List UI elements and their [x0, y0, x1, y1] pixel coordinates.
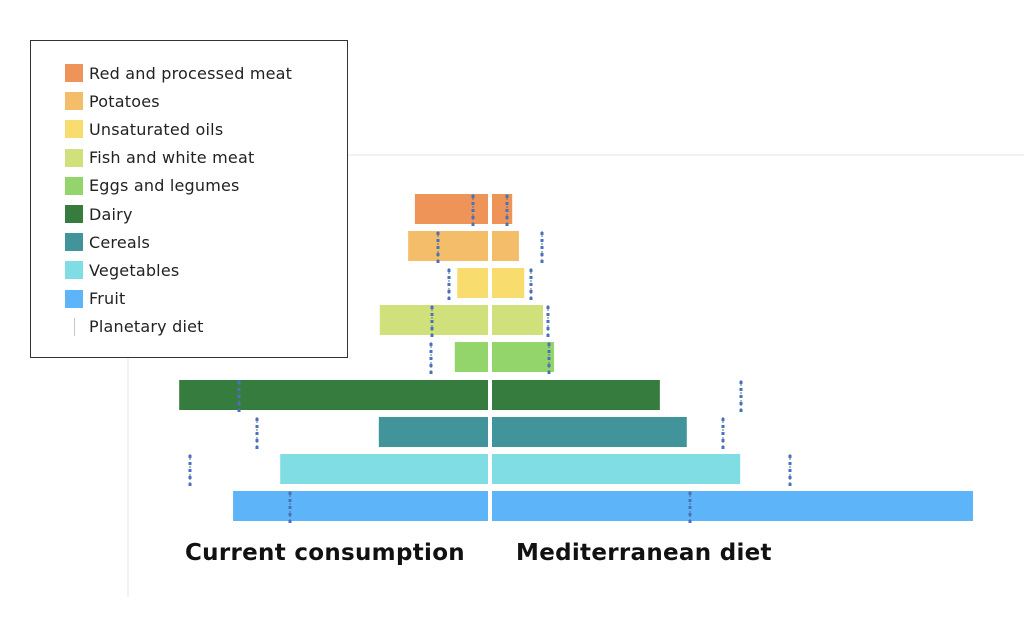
legend-item-eggs-and-legumes: Eggs and legumes: [65, 175, 240, 197]
bar-mediterranean-unsaturated-oils: [492, 268, 525, 298]
bar-current-vegetables: [280, 454, 488, 484]
legend-swatch: [65, 92, 83, 111]
legend-label: Potatoes: [89, 91, 160, 111]
legend-label: Vegetables: [89, 260, 180, 280]
legend-item-fruit: Fruit: [65, 288, 125, 310]
bar-mediterranean-cereals: [492, 417, 687, 447]
planetary-marker-current-cereals: [255, 417, 259, 449]
legend-swatch: [65, 233, 83, 252]
planetary-marker-mediterranean-potatoes: [540, 231, 544, 263]
axis-label-mediterranean: Mediterranean diet: [516, 540, 772, 566]
planetary-marker-mediterranean-eggs-and-legumes: [547, 342, 551, 374]
planetary-marker-current-dairy: [237, 380, 241, 412]
bar-current-cereals: [378, 417, 488, 447]
bar-current-unsaturated-oils: [457, 268, 488, 298]
bar-mediterranean-eggs-and-legumes: [492, 342, 555, 372]
legend-label: Fruit: [89, 289, 126, 309]
planetary-markers-group: [188, 194, 792, 523]
axis-label-current: Current consumption: [185, 540, 465, 566]
bar-current-dairy: [179, 380, 488, 410]
legend-line-marker: [65, 317, 83, 336]
legend-label: Eggs and legumes: [89, 176, 240, 196]
legend-item-potatoes: Potatoes: [65, 90, 160, 112]
legend-item-red-and-processed-meat: Red and processed meat: [65, 62, 292, 84]
planetary-marker-current-red-and-processed-meat: [471, 194, 475, 226]
legend-swatch: [65, 176, 83, 195]
legend-label: Red and processed meat: [89, 63, 293, 83]
planetary-marker-current-eggs-and-legumes: [429, 342, 433, 374]
planetary-marker-mediterranean-fish-and-white-meat: [546, 305, 550, 337]
legend-item-dairy: Dairy: [65, 203, 133, 225]
legend-swatch: [65, 64, 83, 82]
planetary-marker-current-fish-and-white-meat: [430, 305, 434, 337]
planetary-marker-current-unsaturated-oils: [447, 268, 451, 300]
planetary-marker-mediterranean-cereals: [721, 417, 725, 449]
bar-mediterranean-vegetables: [492, 454, 741, 484]
bar-mediterranean-dairy: [492, 380, 660, 410]
bar-current-eggs-and-legumes: [454, 342, 488, 372]
legend-swatch: [65, 148, 83, 167]
legend-item-unsaturated-oils: Unsaturated oils: [65, 118, 223, 140]
legend-item-planetary-diet: Planetary diet: [65, 316, 204, 338]
planetary-marker-mediterranean-dairy: [739, 380, 743, 412]
planetary-marker-mediterranean-vegetables: [788, 454, 792, 486]
legend-item-fish-and-white-meat: Fish and white meat: [65, 147, 254, 169]
bar-current-red-and-processed-meat: [414, 194, 488, 224]
legend-swatch: [65, 205, 83, 223]
legend-item-cereals: Cereals: [65, 231, 150, 253]
planetary-marker-current-fruit: [288, 491, 292, 523]
legend-swatch: [65, 120, 83, 139]
planetary-marker-mediterranean-fruit: [688, 491, 692, 523]
legend-swatch: [65, 261, 83, 280]
bar-mediterranean-red-and-processed-meat: [492, 194, 513, 224]
legend-label: Fish and white meat: [89, 148, 255, 168]
legend: Red and processed meat Potatoes Unsaturate…: [30, 40, 348, 358]
bar-mediterranean-fruit: [492, 491, 973, 521]
planetary-marker-mediterranean-unsaturated-oils: [529, 268, 533, 300]
bar-mediterranean-fish-and-white-meat: [492, 305, 543, 335]
legend-label: Planetary diet: [89, 317, 204, 337]
bar-current-potatoes: [408, 231, 488, 261]
legend-label: Unsaturated oils: [89, 119, 224, 139]
legend-swatch: [65, 289, 83, 308]
bar-current-fruit: [233, 491, 488, 521]
legend-item-vegetables: Vegetables: [65, 259, 179, 281]
bars-group: [179, 194, 973, 521]
planetary-marker-current-vegetables: [188, 454, 192, 486]
bar-mediterranean-potatoes: [492, 231, 519, 261]
legend-label: Cereals: [89, 232, 151, 252]
planetary-marker-mediterranean-red-and-processed-meat: [505, 194, 509, 226]
bar-current-fish-and-white-meat: [379, 305, 488, 335]
planetary-marker-current-potatoes: [436, 231, 440, 263]
legend-label: Dairy: [89, 204, 133, 224]
